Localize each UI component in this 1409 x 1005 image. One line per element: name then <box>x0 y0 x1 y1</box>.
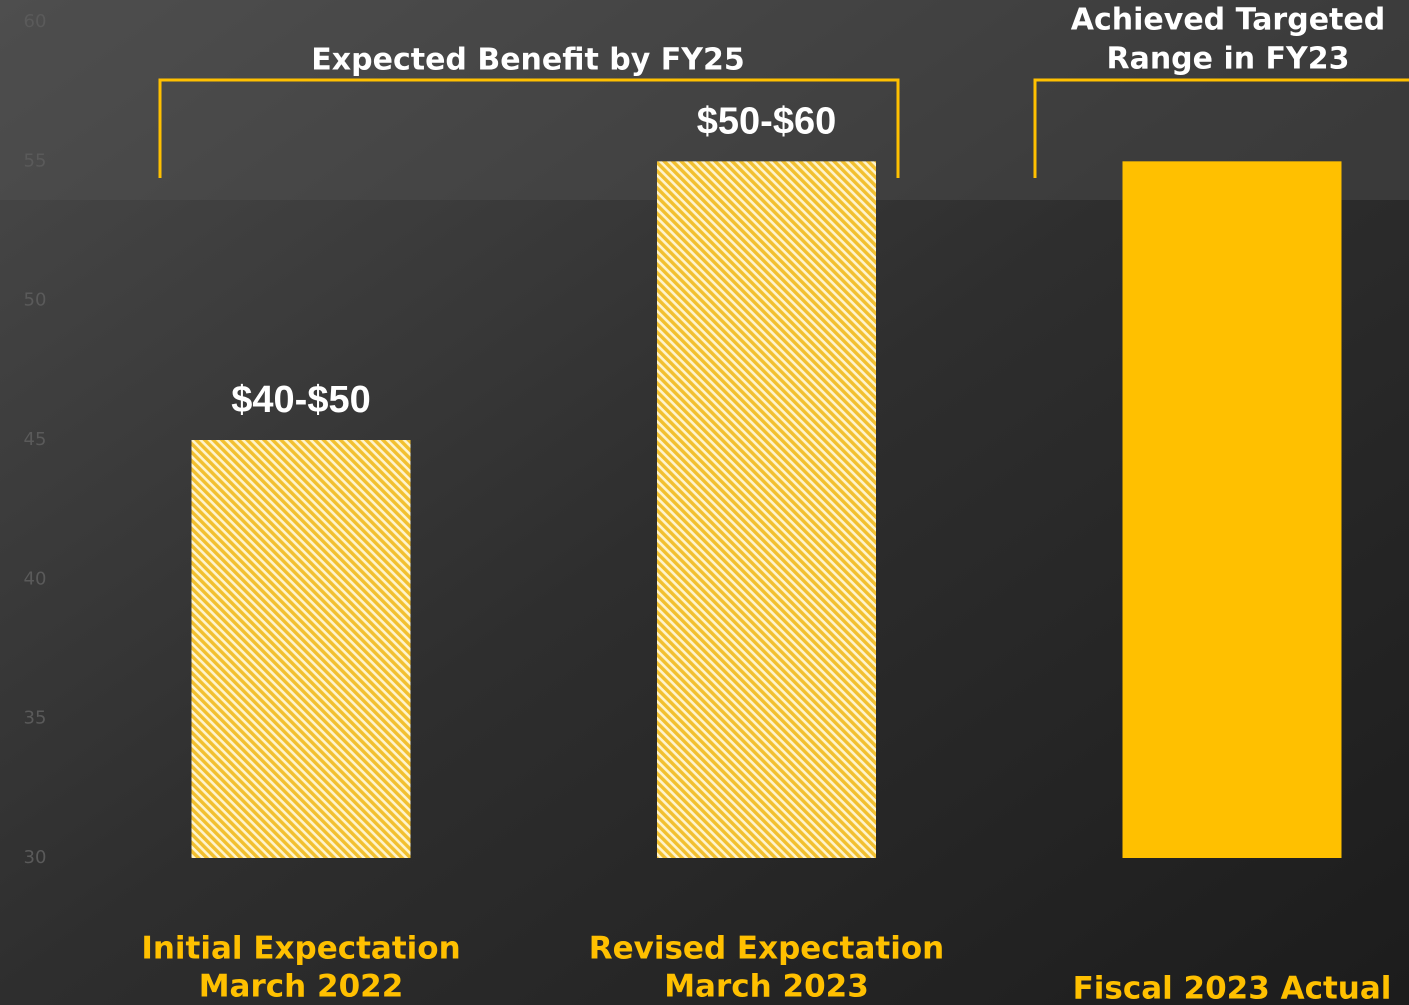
x-tick-label: March 2023 <box>664 969 869 1005</box>
x-tick-label: Revised Expectation <box>589 931 945 967</box>
chart: 30 35 40 45 50 55 60 $40-$50 Initial Expectation… <box>0 0 1409 1005</box>
value-label: $40-$50 <box>231 379 370 421</box>
y-tick-label: 30 <box>24 847 47 868</box>
bar <box>1123 161 1342 858</box>
annotation: Achieved Targeted <box>1071 3 1385 38</box>
y-tick-label: 40 <box>24 568 47 589</box>
x-tick-label: March 2022 <box>199 969 404 1005</box>
y-tick-label: 45 <box>24 429 47 450</box>
annotation: Range in FY23 <box>1106 42 1349 77</box>
y-tick-label: 35 <box>24 708 47 729</box>
x-tick-label: Fiscal 2023 Actual <box>1073 971 1392 1005</box>
y-tick-label: 60 <box>24 11 47 32</box>
x-tick-label: Initial Expectation <box>141 931 460 967</box>
value-label: $50-$60 <box>697 100 836 142</box>
bar <box>192 440 411 858</box>
y-tick-label: 50 <box>24 290 47 311</box>
annotation: Expected Benefit by FY25 <box>311 43 744 78</box>
bar <box>657 161 876 858</box>
y-tick-label: 55 <box>24 150 47 171</box>
